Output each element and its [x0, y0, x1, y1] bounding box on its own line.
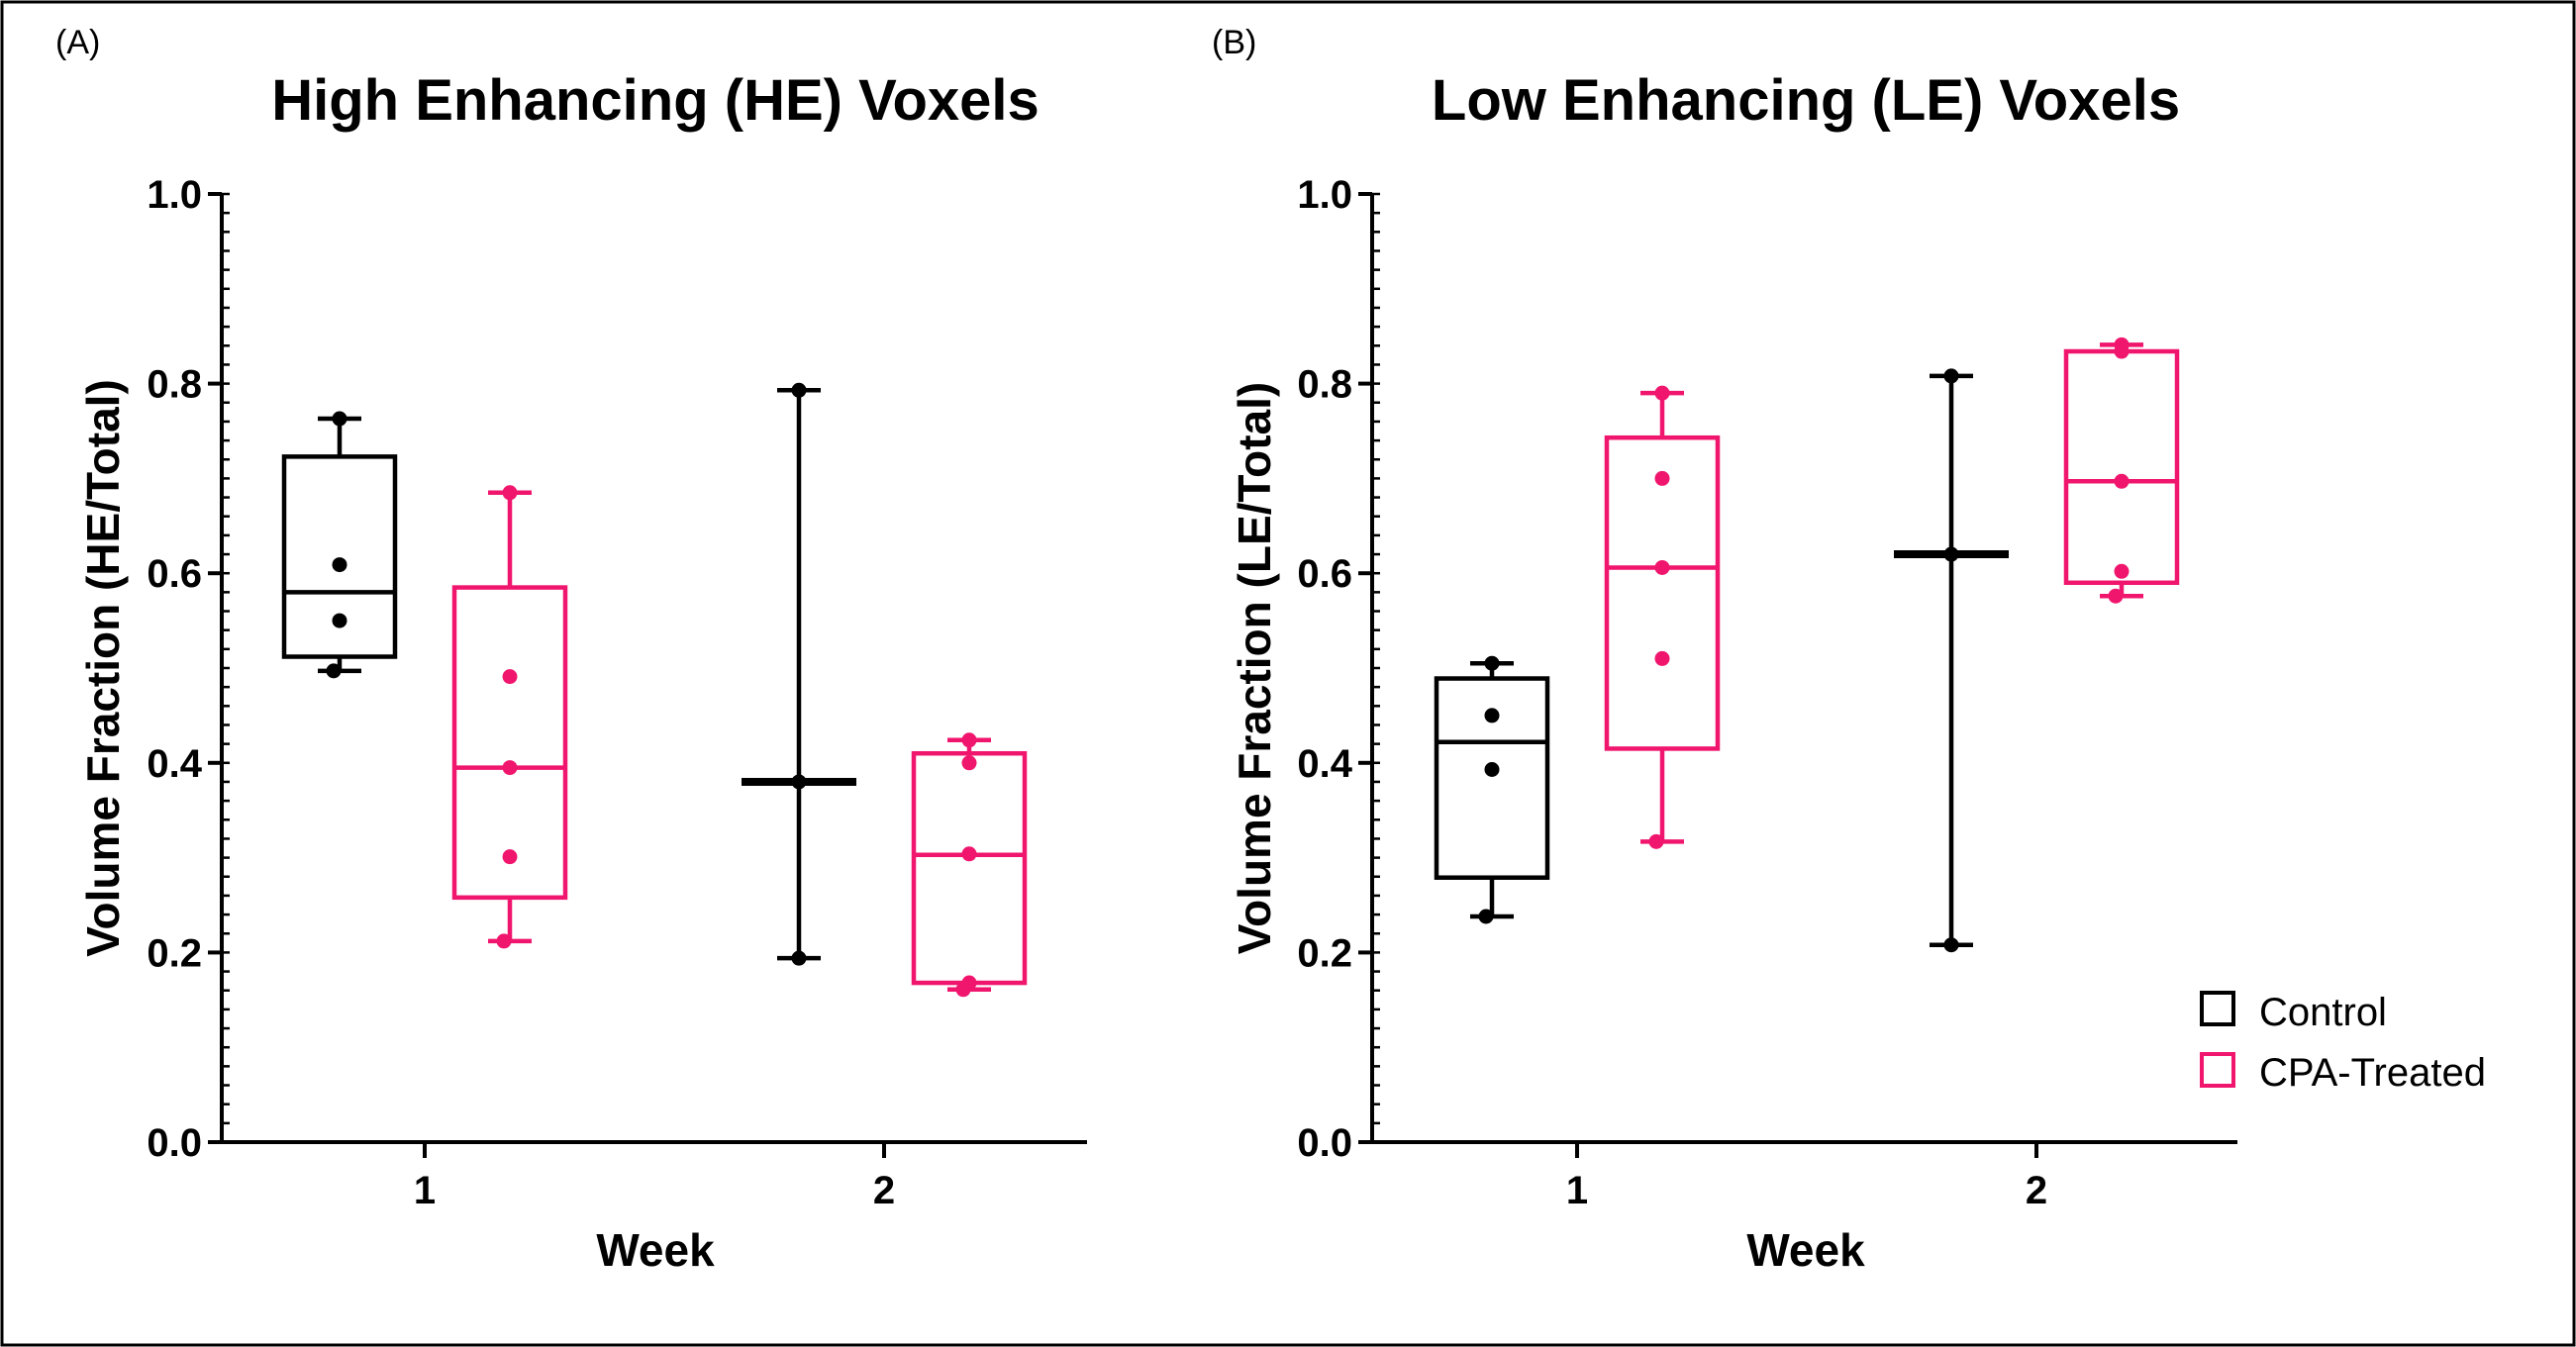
panel-b: (B) Low Enhancing (LE) Voxels Volume Fra… [1212, 24, 2237, 1276]
data-point [1484, 655, 1500, 671]
y-tick-label: 0.4 [1297, 742, 1352, 786]
panel-b-axes: 0.0 0.2 0.4 0.6 0.8 1.0 1 2 [1297, 173, 2237, 1212]
data-point [1943, 937, 1959, 953]
panel-a: (A) High Enhancing (HE) Voxels Volume Fr… [55, 24, 1087, 1276]
x-tick-label: 2 [873, 1169, 895, 1212]
data-point [1484, 762, 1500, 778]
data-point [326, 663, 342, 679]
y-tick-label: 1.0 [147, 173, 202, 217]
data-point [1654, 470, 1670, 486]
x-tick-label: 2 [2026, 1169, 2047, 1212]
legend-swatch-control [2200, 991, 2235, 1026]
data-point [502, 849, 518, 865]
data-point [2114, 473, 2130, 489]
panel-b-title: Low Enhancing (LE) Voxels [1432, 68, 2180, 133]
panel-a-y-axis-title: Volume Fraction (HE/Total) [77, 379, 129, 957]
legend-label-cpa-treated: CPA-Treated [2259, 1051, 2486, 1095]
box-control-week-2 [742, 382, 856, 966]
panel-b-label: (B) [1212, 24, 1256, 61]
box-cpa-treated-week-1 [1604, 385, 1721, 849]
panel-b-y-axis-title: Volume Fraction (LE/Total) [1229, 382, 1280, 954]
box-control-week-2 [1894, 368, 2009, 953]
x-tick-label: 1 [414, 1169, 436, 1212]
box-cpa-treated-week-2 [911, 732, 1028, 998]
data-point [502, 485, 518, 501]
iqr-box [281, 454, 398, 659]
y-tick-label: 1.0 [1297, 173, 1352, 217]
panel-a-label: (A) [55, 24, 100, 61]
y-tick-label: 0.8 [147, 363, 202, 407]
data-point [961, 846, 977, 862]
y-tick-label: 0.2 [147, 931, 202, 975]
panel-a-x-axis-title: Week [596, 1224, 715, 1276]
data-point [2108, 588, 2124, 604]
y-tick-label: 0.0 [147, 1121, 202, 1165]
box-cpa-treated-week-1 [451, 485, 568, 949]
data-point [1943, 546, 1959, 562]
iqr-box [1604, 434, 1721, 751]
data-point [2114, 343, 2130, 359]
data-point [332, 557, 347, 573]
data-point [2114, 563, 2130, 579]
panel-b-marks [1434, 337, 2180, 953]
y-tick-label: 0.8 [1297, 363, 1352, 407]
data-point [791, 774, 807, 790]
legend-swatch-cpa-treated [2200, 1052, 2235, 1088]
panel-a-axes: 0.0 0.2 0.4 0.6 0.8 1.0 1 2 [147, 173, 1087, 1212]
legend: Control CPA-Treated [2200, 991, 2486, 1095]
y-tick-label: 0.6 [147, 552, 202, 596]
panel-a-marks [281, 382, 1028, 998]
data-point [1943, 368, 1959, 384]
data-point [1648, 833, 1664, 849]
data-point [1654, 385, 1670, 401]
data-point [791, 382, 807, 398]
data-point [961, 755, 977, 771]
y-tick-label: 0.0 [1297, 1121, 1352, 1165]
iqr-box [1434, 676, 1550, 880]
x-tick-label: 1 [1566, 1169, 1588, 1212]
data-point [1478, 909, 1494, 924]
data-point [961, 732, 977, 748]
data-point [332, 411, 347, 427]
data-point [496, 933, 512, 949]
data-point [955, 982, 971, 998]
y-tick-label: 0.2 [1297, 931, 1352, 975]
box-control-week-1 [1434, 655, 1550, 924]
panel-b-x-axis-title: Week [1746, 1224, 1865, 1276]
data-point [502, 760, 518, 776]
data-point [1654, 559, 1670, 575]
data-point [1484, 708, 1500, 723]
y-tick-label: 0.6 [1297, 552, 1352, 596]
legend-label-control: Control [2259, 991, 2387, 1034]
box-control-week-1 [281, 411, 398, 679]
data-point [332, 613, 347, 628]
box-cpa-treated-week-2 [2063, 337, 2180, 604]
panel-a-title: High Enhancing (HE) Voxels [271, 68, 1040, 133]
data-point [1654, 650, 1670, 666]
data-point [791, 950, 807, 966]
data-point [502, 669, 518, 685]
y-tick-label: 0.4 [147, 742, 202, 786]
iqr-box [451, 585, 568, 901]
